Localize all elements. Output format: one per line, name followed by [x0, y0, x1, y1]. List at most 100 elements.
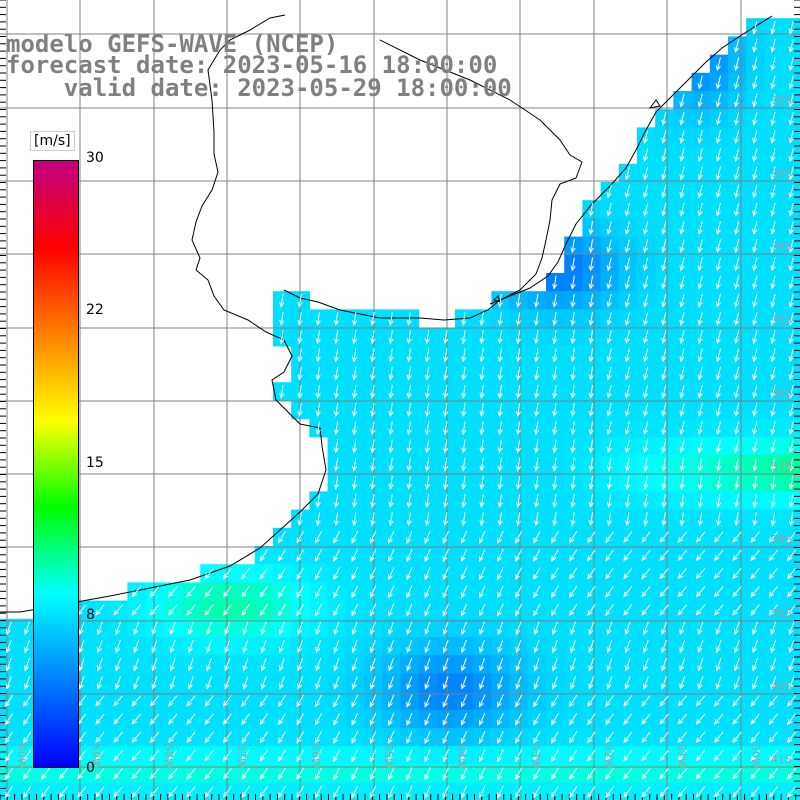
wind-arrow: [715, 257, 721, 272]
wind-arrow: [787, 695, 796, 707]
wind-arrow: [715, 166, 721, 181]
valid-date: valid date: 2023-05-29 18:00:00: [6, 76, 512, 100]
wind-arrow: [479, 567, 486, 581]
wind-arrow: [552, 494, 558, 509]
wind-arrow: [641, 567, 651, 580]
wind-arrow: [716, 494, 722, 509]
wind-arrow: [5, 621, 12, 636]
wind-arrow: [643, 202, 649, 217]
wind-arrow: [151, 621, 158, 636]
wind-arrow: [77, 768, 87, 780]
wind-arrow: [424, 439, 431, 454]
wind-arrow: [624, 312, 630, 326]
wind-arrow: [515, 712, 523, 726]
wind-arrow: [643, 166, 649, 181]
wind-arrow: [113, 768, 123, 780]
wind-arrow: [460, 603, 468, 617]
wind-arrow: [713, 749, 724, 762]
wind-arrow: [259, 767, 268, 780]
wind-arrow: [788, 494, 795, 509]
wind-arrow: [770, 366, 776, 381]
wind-arrow: [296, 567, 304, 580]
wind-arrow: [677, 768, 688, 780]
wind-arrow: [695, 786, 706, 798]
wind-arrow: [259, 604, 268, 617]
wind-arrow: [315, 421, 321, 436]
wind-arrow: [204, 786, 214, 798]
wind-arrow: [351, 567, 359, 581]
wind-arrow: [351, 785, 359, 799]
wind-arrow: [587, 767, 596, 780]
wind-arrow: [24, 621, 30, 636]
wind-arrow: [370, 494, 376, 509]
wind-arrow: [752, 130, 758, 144]
wind-arrow: [661, 148, 667, 163]
wind-arrow: [770, 130, 776, 144]
wind-arrow: [149, 786, 160, 798]
wind-arrow: [370, 403, 376, 418]
wind-arrow: [697, 658, 704, 672]
wind-arrow: [661, 166, 667, 181]
wind-arrow: [515, 785, 523, 799]
wind-arrow: [351, 548, 359, 563]
wind-arrow: [715, 439, 721, 454]
wind-arrow: [333, 457, 340, 472]
wind-arrow: [222, 749, 232, 762]
wind-arrow: [186, 695, 196, 707]
wind-arrow: [624, 366, 630, 381]
wind-arrow: [222, 567, 232, 580]
wind-arrow: [697, 111, 703, 126]
wind-arrow: [677, 713, 688, 725]
wind-arrow: [679, 330, 685, 345]
wind-arrow: [588, 275, 594, 290]
wind-arrow: [752, 257, 758, 272]
wind-arrow: [750, 786, 760, 798]
wind-arrow: [715, 202, 721, 217]
wind-arrow: [641, 749, 651, 762]
wind-arrow: [623, 531, 633, 544]
wind-arrow: [661, 348, 667, 363]
wind-arrow: [351, 712, 359, 726]
wind-arrow: [424, 621, 431, 636]
wind-arrow: [787, 531, 796, 544]
wind-arrow: [406, 530, 413, 544]
wind-arrow: [515, 457, 522, 472]
wind-arrow: [659, 749, 669, 762]
wind-arrow: [369, 694, 377, 708]
wind-arrow: [551, 676, 558, 690]
wind-arrow: [750, 713, 760, 725]
wind-arrow: [643, 148, 649, 163]
wind-arrow: [697, 312, 703, 326]
wind-arrow: [461, 475, 467, 490]
wind-arrow: [406, 384, 412, 399]
wind-arrow: [388, 421, 394, 436]
wind-arrow: [442, 730, 449, 745]
wind-arrow: [661, 494, 667, 509]
wind-arrow: [424, 457, 431, 472]
wind-arrow: [442, 567, 449, 581]
wind-arrow: [643, 221, 649, 235]
wind-arrow: [187, 658, 194, 672]
wind-arrow: [242, 658, 249, 672]
wind-arrow: [643, 421, 649, 436]
wind-arrow: [259, 567, 268, 580]
wind-arrow: [624, 439, 630, 454]
wind-arrow: [443, 457, 449, 472]
wind-arrow: [679, 184, 685, 199]
wind-arrow: [515, 658, 522, 672]
wind-arrow: [788, 39, 794, 53]
wind-arrow: [515, 494, 522, 509]
wind-arrow: [734, 421, 740, 436]
wind-arrow: [679, 221, 685, 235]
wind-arrow: [497, 439, 503, 454]
wind-arrow: [770, 148, 776, 163]
wind-arrow: [679, 439, 685, 454]
wind-arrow: [661, 384, 667, 399]
wind-arrow: [460, 530, 468, 544]
wind-arrow: [623, 713, 633, 726]
wind-arrow: [297, 512, 303, 527]
wind-arrow: [460, 676, 467, 690]
wind-arrow: [715, 421, 721, 436]
wind-arrow: [642, 621, 649, 636]
wind-arrow: [443, 403, 449, 418]
